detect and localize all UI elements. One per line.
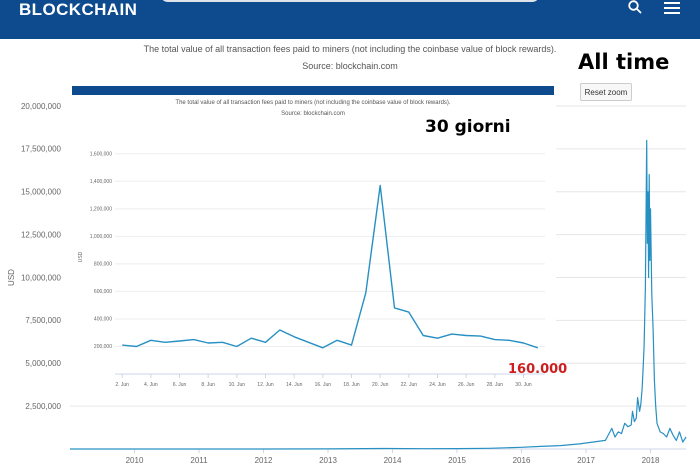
reset-zoom-button[interactable]: Reset zoom: [580, 83, 632, 101]
all-time-y-tick-label: 10,000,000: [21, 273, 62, 282]
all-time-x-tick-label: 2017: [577, 456, 595, 465]
all-time-x-tick-label: 2015: [448, 456, 466, 465]
all-time-y-tick-label: 7,500,000: [25, 316, 61, 325]
thirty-day-x-tick-label: 12. Jun: [257, 382, 274, 388]
thirty-day-y-tick-label: 400,000: [94, 317, 112, 323]
all-time-y-tick-label: 12,500,000: [21, 230, 62, 239]
hamburger-menu-icon[interactable]: [663, 0, 681, 16]
brand-logo[interactable]: BLOCKCHAIN: [19, 0, 138, 19]
all-time-y-tick-label: 17,500,000: [21, 145, 62, 154]
thirty-day-y-tick-label: 800,000: [94, 262, 112, 268]
thirty-day-x-tick-label: 2. Jun: [115, 382, 129, 388]
all-time-y-tick-label: 5,000,000: [25, 359, 61, 368]
all-time-x-tick-label: 2018: [642, 456, 660, 465]
thirty-day-series-line-0: [122, 184, 539, 349]
top-navigation-bar: BLOCKCHAIN: [0, 0, 700, 39]
inset-panel: [70, 95, 556, 405]
inset-chart-title: The total value of all transaction fees …: [175, 100, 451, 106]
chart-source: Source: blockchain.com: [302, 61, 398, 71]
thirty-day-x-tick-label: 26. Jun: [458, 382, 475, 388]
all-time-x-tick-label: 2011: [190, 456, 208, 465]
all-time-x-tick-label: 2010: [126, 456, 144, 465]
last-value-annotation: 160.000: [508, 362, 568, 377]
thirty-day-y-tick-label: 1,400,000: [90, 179, 112, 185]
thirty-day-y-tick-label: 600,000: [94, 289, 112, 295]
all-time-x-tick-label: 2013: [319, 456, 337, 465]
thirty-day-y-tick-label: 1,000,000: [90, 234, 112, 240]
thirty-day-y-tick-label: 200,000: [94, 344, 112, 350]
all-time-series-line-0: [70, 139, 687, 450]
thirty-day-x-tick-label: 20. Jun: [372, 382, 389, 388]
all-time-x-tick-label: 2016: [513, 456, 531, 465]
thirty-day-x-tick-label: 24. Jun: [429, 382, 446, 388]
thirty-day-x-tick-label: 28. Jun: [487, 382, 504, 388]
all-time-y-tick-label: 15,000,000: [21, 188, 62, 197]
thirty-day-x-tick-label: 8. Jun: [201, 382, 215, 388]
thirty-day-x-tick-label: 18. Jun: [343, 382, 360, 388]
search-box[interactable]: [160, 0, 540, 2]
thirty-day-x-tick-label: 6. Jun: [173, 382, 187, 388]
thirty-day-y-tick-label: 1,600,000: [90, 152, 112, 158]
thirty-day-x-tick-label: 22. Jun: [401, 382, 418, 388]
search-icon[interactable]: [627, 0, 643, 16]
thirty-day-x-tick-label: 4. Jun: [144, 382, 158, 388]
inset-header-strip: [72, 86, 554, 95]
thirty-day-y-tick-label: 1,200,000: [90, 207, 112, 213]
all-time-x-tick-label: 2014: [384, 456, 402, 465]
inset-chart-source: Source: blockchain.com: [281, 111, 345, 117]
all-time-annotation: All time: [578, 50, 670, 74]
thirty-day-y-axis-label: USD: [78, 251, 84, 262]
all-time-x-tick-label: 2012: [255, 456, 273, 465]
thirty-day-x-tick-label: 30. Jun: [515, 382, 532, 388]
thirty-day-x-tick-label: 14. Jun: [286, 382, 303, 388]
thirty-day-x-tick-label: 10. Jun: [229, 382, 246, 388]
all-time-y-tick-label: 2,500,000: [25, 402, 61, 411]
chart-description: The total value of all transaction fees …: [143, 44, 557, 54]
thirty-days-annotation: 30 giorni: [425, 117, 511, 137]
all-time-y-tick-label: 20,000,000: [21, 102, 62, 111]
thirty-day-x-tick-label: 16. Jun: [315, 382, 332, 388]
all-time-y-axis-label: USD: [7, 269, 16, 286]
